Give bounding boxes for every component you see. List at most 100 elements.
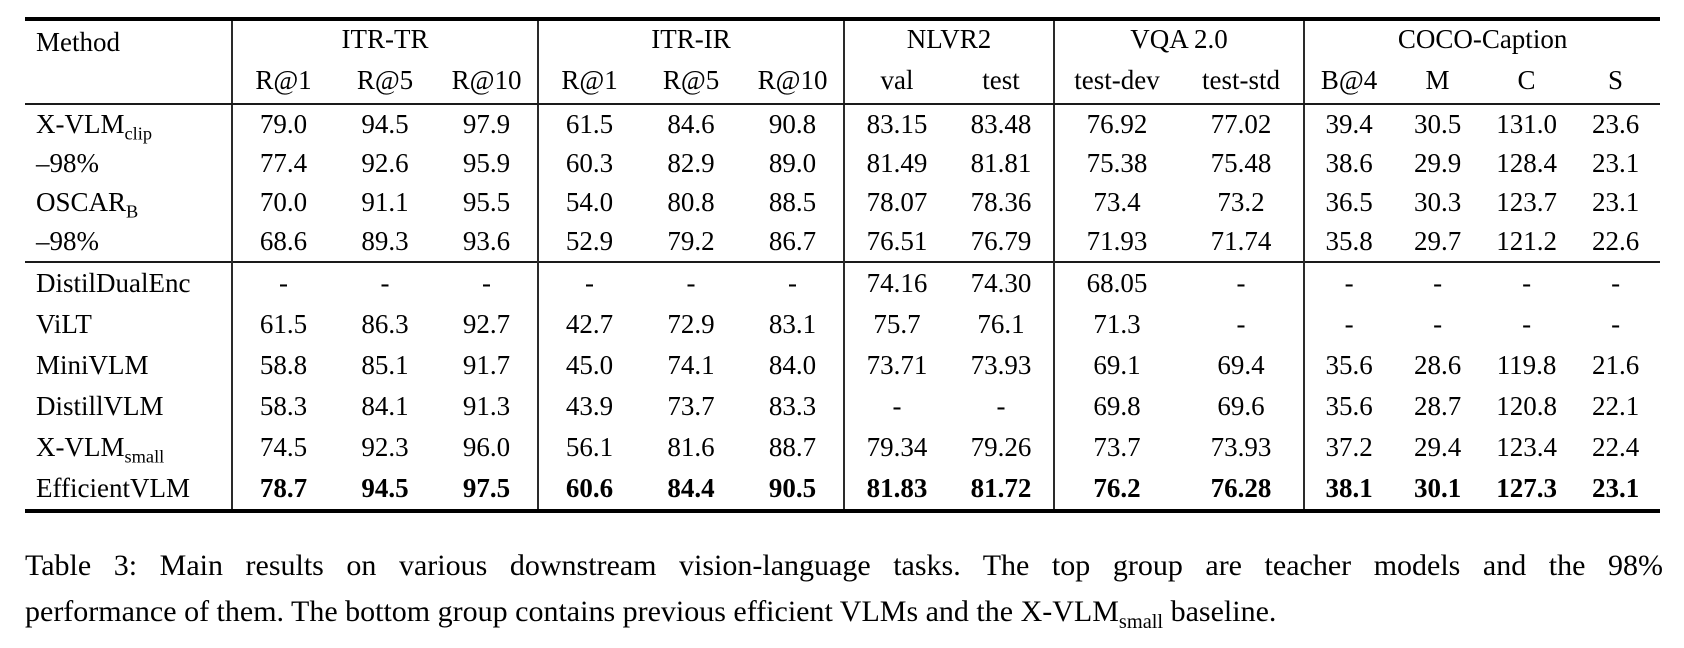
value-cell: 28.7	[1413, 391, 1462, 421]
value-cell: 43.9	[537, 386, 641, 427]
value-cell: 84.6	[667, 109, 715, 139]
value-cell: 97.9	[462, 109, 511, 139]
value-cell: 45.0	[537, 345, 641, 386]
value-cell: 76.92	[1053, 104, 1180, 144]
value-cell: 79.0	[231, 104, 334, 144]
table-header: Method ITR-TR ITR-IR NLVR2 VQA 2.0 COCO-…	[25, 19, 1661, 105]
value-cell: 21.6	[1591, 350, 1640, 380]
column-header-itr-ir-r5: R@5	[640, 58, 743, 105]
method-name: OSCARB	[25, 183, 232, 222]
value-cell: 94.5	[361, 473, 409, 503]
value-cell: 71.74	[1210, 226, 1272, 256]
value-cell: 75.7	[843, 304, 950, 345]
method-base: –98%	[36, 226, 99, 256]
method-subscript: clip	[124, 123, 153, 144]
value-cell: 71.93	[1053, 222, 1180, 262]
value-cell: 92.7	[462, 309, 511, 339]
value-cell: 30.1	[1413, 473, 1462, 503]
method-base: DistilDualEnc	[36, 268, 191, 298]
value-cell: 38.1	[1303, 468, 1394, 511]
method-base: OSCAR	[36, 187, 127, 217]
value-cell: -	[334, 261, 436, 304]
value-cell: 42.7	[537, 304, 641, 345]
value-cell: 74.30	[949, 261, 1055, 304]
method-name: MiniVLM	[25, 345, 232, 386]
value-cell: 70.0	[231, 183, 334, 222]
value-cell: 80.8	[667, 187, 715, 217]
table-row: ViLT 61.5 86.3 92.7 42.7 72.9 83.1 75.7 76.1 71.3…	[25, 304, 1660, 345]
value-cell: -	[1522, 309, 1532, 339]
value-cell: 73.7	[1053, 427, 1180, 468]
value-cell: 75.38	[1053, 144, 1180, 183]
value-cell: 52.9	[537, 222, 641, 262]
table-caption: Table 3: Main results on various downstr…	[25, 543, 1663, 634]
method-name: ViLT	[25, 304, 232, 345]
caption-text: baseline.	[1163, 594, 1277, 628]
value-cell: -	[1236, 309, 1246, 339]
value-cell: 96.0	[462, 432, 511, 462]
value-cell: 83.48	[970, 109, 1032, 139]
value-cell: 73.93	[970, 350, 1032, 380]
value-cell: 86.3	[361, 309, 409, 339]
column-header-coco-c: C	[1482, 58, 1572, 105]
value-cell: 95.5	[462, 187, 511, 217]
value-cell: 61.5	[231, 304, 334, 345]
value-cell: 88.7	[768, 432, 817, 462]
value-cell: 54.0	[537, 183, 641, 222]
results-table: Method ITR-TR ITR-IR NLVR2 VQA 2.0 COCO-…	[25, 17, 1661, 513]
value-cell: 128.4	[1496, 148, 1557, 178]
value-cell: 38.6	[1303, 144, 1394, 183]
value-cell: 81.81	[970, 148, 1032, 178]
value-cell: -	[1303, 304, 1394, 345]
value-cell: 93.6	[462, 226, 511, 256]
value-cell: -	[1179, 261, 1305, 304]
method-subscript: small	[124, 446, 165, 467]
value-cell: 81.6	[667, 432, 715, 462]
method-subscript: B	[126, 201, 139, 222]
method-base: X-VLM	[36, 109, 125, 139]
value-cell: 58.3	[231, 386, 334, 427]
value-cell: 90.8	[768, 109, 817, 139]
value-cell: -	[1433, 309, 1443, 339]
value-cell: 74.5	[231, 427, 334, 468]
column-group-nlvr2: NLVR2	[843, 19, 1055, 58]
column-group-coco-caption: COCO-Caption	[1303, 19, 1661, 58]
value-cell: 131.0	[1496, 109, 1557, 139]
column-group-itr-tr: ITR-TR	[230, 19, 539, 58]
method-name: X-VLMclip	[25, 104, 232, 144]
value-cell: 30.3	[1413, 187, 1462, 217]
value-cell: 22.1	[1591, 391, 1640, 421]
value-cell: 89.0	[768, 148, 817, 178]
value-cell: 76.28	[1210, 473, 1272, 503]
value-cell: 119.8	[1496, 350, 1557, 380]
table-row: X-VLMclip 79.0 94.5 97.9 61.5 84.6 90.8 83.15 83…	[25, 104, 1660, 144]
table-row: DistillVLM 58.3 84.1 91.3 43.9 73.7 83.3- -69.8…	[25, 386, 1660, 427]
column-header-coco-m: M	[1393, 58, 1483, 105]
value-cell: -	[231, 261, 334, 304]
value-cell: 23.1	[1591, 148, 1640, 178]
method-base: –98%	[36, 148, 99, 178]
value-cell: 23.1	[1591, 187, 1640, 217]
table-row: EfficientVLM 78.7 94.5 97.5 60.6 84.4 90.5 81.8…	[25, 468, 1660, 511]
value-cell: 79.34	[843, 427, 950, 468]
value-cell: 29.9	[1413, 148, 1462, 178]
value-cell: -	[1611, 309, 1621, 339]
value-cell: 61.5	[537, 104, 641, 144]
caption-line: performance of them. The bottom group co…	[25, 589, 1663, 635]
caption-text: Table 3: Main results on various downstr…	[25, 549, 1663, 582]
value-cell: 76.79	[970, 226, 1032, 256]
value-cell: 90.5	[768, 473, 817, 503]
value-cell: -	[996, 391, 1006, 421]
value-cell: 94.5	[361, 109, 409, 139]
value-cell: 91.3	[462, 391, 511, 421]
value-cell: -	[742, 261, 845, 304]
value-cell: 78.36	[970, 187, 1032, 217]
value-cell: 30.5	[1413, 109, 1462, 139]
column-header-itr-tr-r5: R@5	[334, 58, 436, 105]
column-header-itr-tr-r10: R@10	[436, 58, 539, 105]
value-cell: 91.7	[462, 350, 511, 380]
value-cell: 23.6	[1591, 109, 1640, 139]
value-cell: 92.6	[361, 148, 409, 178]
value-cell: 81.72	[970, 473, 1032, 503]
value-cell: 71.3	[1053, 304, 1180, 345]
